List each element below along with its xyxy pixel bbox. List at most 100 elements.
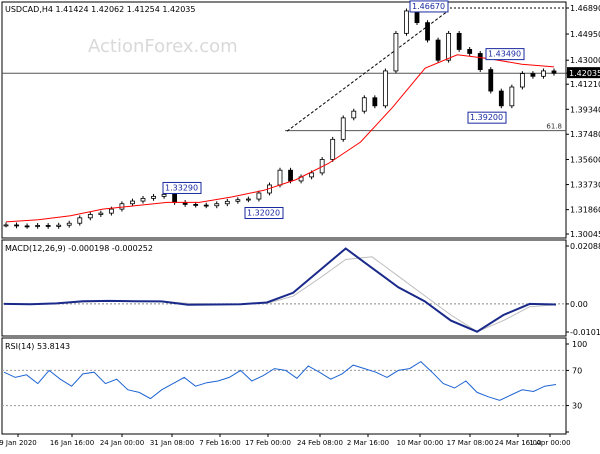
- macd-y-label: 0.020884: [570, 242, 600, 251]
- candle-body: [193, 204, 199, 206]
- price-y-label: 1.33730: [570, 181, 600, 190]
- candle-body: [35, 225, 41, 227]
- price-y-label: 1.46890: [570, 4, 600, 13]
- macd-signal-line: [3, 256, 557, 333]
- panel-frame: [1, 1, 567, 239]
- candle-body: [425, 22, 430, 41]
- candle-body: [330, 138, 336, 160]
- candle-body: [456, 32, 462, 50]
- candle-body: [541, 70, 546, 77]
- candle-body: [119, 203, 125, 210]
- candle-body: [14, 224, 19, 227]
- price-panel-title: USDCAD,H4 1.41424 1.42062 1.41254 1.4203…: [5, 5, 195, 14]
- rsi-line: [3, 360, 557, 401]
- rsi-y-label: 70: [572, 366, 582, 375]
- candle-body: [108, 208, 114, 214]
- candle-body: [140, 197, 146, 202]
- candle-body: [77, 217, 83, 224]
- candle-body: [151, 195, 156, 199]
- x-axis-label: 24 Jan 00:00: [100, 439, 144, 447]
- candle-body: [87, 214, 93, 219]
- candle-body: [256, 192, 262, 200]
- x-axis-label: 2 Mar 16:00: [347, 439, 389, 447]
- fibonacci-level-label: 61.8: [546, 123, 562, 131]
- rsi-title: RSI(14) 53.8143: [5, 342, 70, 351]
- macd-panel: MACD(12,26,9) -0.000198 -0.000252: [2, 244, 566, 333]
- annotation-label: 1.32020: [247, 209, 280, 218]
- candle-body: [172, 193, 178, 203]
- candle-body: [214, 203, 220, 207]
- macd-title: MACD(12,26,9) -0.000198 -0.000252: [5, 244, 153, 253]
- candle-body: [530, 73, 536, 77]
- price-y-label: 1.31860: [570, 206, 600, 215]
- x-axis-label: 16 Jan 16:00: [50, 439, 94, 447]
- price-y-label: 1.41210: [570, 80, 600, 89]
- price-y-label: 1.44950: [570, 30, 600, 39]
- annotation-label: 1.39200: [470, 113, 503, 122]
- candle-body: [414, 10, 420, 24]
- x-axis-label: 7 Feb 16:00: [199, 439, 240, 447]
- candle-body: [56, 224, 62, 227]
- candle-body: [203, 204, 209, 207]
- price-y-label: 1.35600: [570, 155, 600, 164]
- candle-body: [235, 199, 241, 202]
- x-axis-label: 24 Mar 16:00: [495, 439, 542, 447]
- candle-body: [66, 222, 72, 226]
- candle-body: [224, 200, 230, 205]
- candle-body: [551, 70, 557, 74]
- macd-y-label: 0.00: [570, 300, 588, 309]
- rsi-y-label: 100: [572, 340, 587, 349]
- candle-body: [404, 10, 409, 34]
- candle-body: [477, 53, 483, 70]
- price-panel: ActionForex.com USDCAD,H4 1.41424 1.42062…: [2, 0, 566, 229]
- candle-body: [435, 39, 441, 61]
- candle-body: [98, 212, 104, 215]
- candle-body: [467, 49, 473, 54]
- annotation-box: [409, 0, 449, 13]
- price-y-label: 1.39340: [570, 105, 600, 114]
- current-price-box: [567, 67, 600, 79]
- candle-body: [161, 193, 167, 197]
- candle-body: [509, 86, 515, 107]
- annotation-box: [467, 111, 507, 124]
- macd-y-label: -0.010121: [570, 328, 600, 337]
- candle-body: [351, 110, 357, 119]
- trendline: [286, 10, 449, 132]
- x-axis-label: 9 Jan 2020: [0, 439, 37, 447]
- candle-body: [446, 32, 452, 61]
- annotation-label: 1.46670: [412, 2, 445, 11]
- candle-body: [24, 225, 30, 228]
- candle-body: [488, 69, 494, 92]
- panel-frames: [1, 1, 567, 435]
- x-axis-label: 31 Jan 08:00: [150, 439, 194, 447]
- candle-body: [45, 225, 51, 227]
- annotation-label: 1.43490: [488, 50, 521, 59]
- panel-frame: [1, 337, 567, 435]
- candle-body: [372, 97, 378, 107]
- axes: 1.46890 1.44950 1.43000 1.42035 1.41210 1.393…: [0, 4, 600, 447]
- annotation-box: [244, 207, 284, 220]
- watermark-text: ActionForex.com: [88, 36, 238, 57]
- price-y-label: 1.30045: [570, 230, 600, 239]
- candle-body: [288, 169, 293, 182]
- candle-body: [340, 117, 346, 140]
- price-y-label: 1.37480: [570, 130, 600, 139]
- candle-body: [519, 73, 525, 88]
- rsi-panel: RSI(14) 53.8143: [2, 342, 566, 407]
- candle-body: [245, 198, 251, 201]
- annotation-box: [162, 181, 202, 194]
- x-axis-label: 17 Feb 00:00: [245, 439, 291, 447]
- annotation-label: 1.33290: [165, 183, 198, 192]
- candle-body: [361, 97, 367, 112]
- candle-body: [498, 90, 504, 107]
- candle-body: [130, 200, 135, 205]
- panel-frame: [1, 239, 567, 337]
- x-axis-label: 1 Apr 00:00: [529, 439, 570, 447]
- price-y-label: 1.43000: [570, 56, 600, 65]
- x-axis-label: 17 Mar 08:00: [447, 439, 494, 447]
- candle-body: [309, 172, 315, 178]
- rsi-y-label: 30: [572, 402, 582, 411]
- annotation-box: [485, 48, 525, 61]
